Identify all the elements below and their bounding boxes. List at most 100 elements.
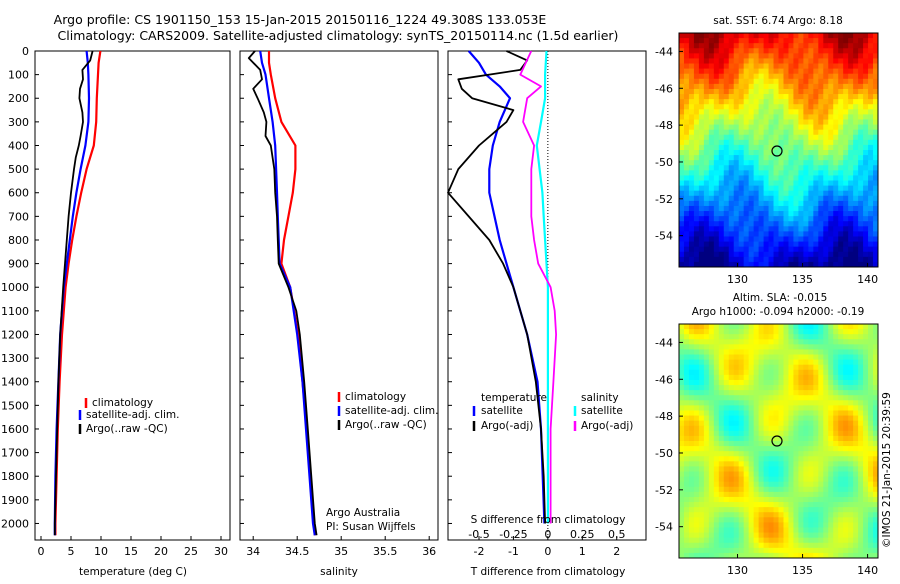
map-cell [863,517,869,523]
map-cell [838,124,844,131]
map-cell [798,221,804,227]
map-cell [738,446,745,452]
map-cell [788,420,794,427]
map-cell [783,354,789,361]
map-cell [738,329,745,335]
map-cell [828,324,834,330]
map-cell [743,410,750,416]
map-cell [828,251,834,258]
map-cell [698,339,705,345]
map-cell [853,471,859,478]
map-cell [698,486,705,493]
map-cell [833,405,839,411]
map-cell [818,48,824,54]
map-cell [773,379,779,386]
map-cell [793,231,799,237]
map-cell [783,134,789,141]
map-cell [703,43,710,49]
map-cell [818,165,824,171]
map-cell [683,43,690,49]
map-cell [773,150,779,156]
map-cell [703,507,710,513]
map-cell [808,349,814,355]
map-cell [818,160,824,166]
map-cell [693,466,700,472]
map-cell [718,43,725,49]
map-cell [823,190,829,197]
map-cell [683,150,690,156]
map-cell [748,435,755,442]
map-cell [873,349,879,355]
map-cell [833,129,839,136]
map-cell [753,481,760,488]
map-cell [748,390,755,396]
map-cell [828,180,834,187]
map-cell [788,405,794,411]
map-cell [793,134,799,141]
map-cell [853,94,859,100]
map-cell [843,216,849,222]
map-cell [698,395,705,401]
map-cell [698,119,705,125]
map-cell [773,405,779,411]
map-cell [813,364,819,371]
map-cell [848,236,854,242]
map-cell [723,522,730,528]
map-cell [838,170,844,176]
map-cell [873,471,879,478]
map-cell [713,73,720,80]
map-cell [679,374,685,381]
map-cell [733,38,740,44]
map-cell [679,532,685,539]
map-cell [828,43,834,49]
map-cell [853,251,859,258]
map-cell [753,78,760,85]
map-cell [679,94,685,100]
map-cell [683,537,690,544]
map-cell [708,527,715,533]
map-cell [679,491,685,498]
map-cell [848,78,854,85]
map-cell [863,542,869,549]
map-cell [818,502,824,508]
map-cell [788,165,794,171]
map-cell [833,160,839,166]
map-cell [858,241,864,248]
map-cell [708,512,715,518]
map-cell [708,78,715,85]
map-cell [843,461,849,467]
map-cell [713,400,720,406]
map-cell [748,104,755,110]
map-cell [818,144,824,151]
map-cell [698,78,705,85]
map-cell [733,405,740,411]
map-cell [733,425,740,432]
map-cell [773,160,779,166]
map-cell [738,124,745,131]
map-cell [788,410,794,416]
map-cell [748,329,755,335]
map-cell [813,53,819,59]
map-cell [798,359,804,366]
map-cell [753,241,760,248]
map-cell [728,256,735,263]
map-cell [803,43,809,49]
map-cell [808,73,814,80]
map-cell [708,441,715,447]
map-cell [803,329,809,335]
map-cell [773,324,779,330]
map-cell [693,58,700,64]
map-cell [843,94,849,100]
map-cell [723,537,730,544]
map-cell [743,119,750,125]
map-cell [863,537,869,544]
map-cell [793,405,799,411]
map-cell [843,63,849,70]
map-cell [768,231,774,237]
map-cell [788,369,794,376]
map-cell [683,507,690,513]
map-cell [679,435,685,442]
map-cell [803,73,809,80]
map-cell [768,226,774,232]
map-cell [803,405,809,411]
